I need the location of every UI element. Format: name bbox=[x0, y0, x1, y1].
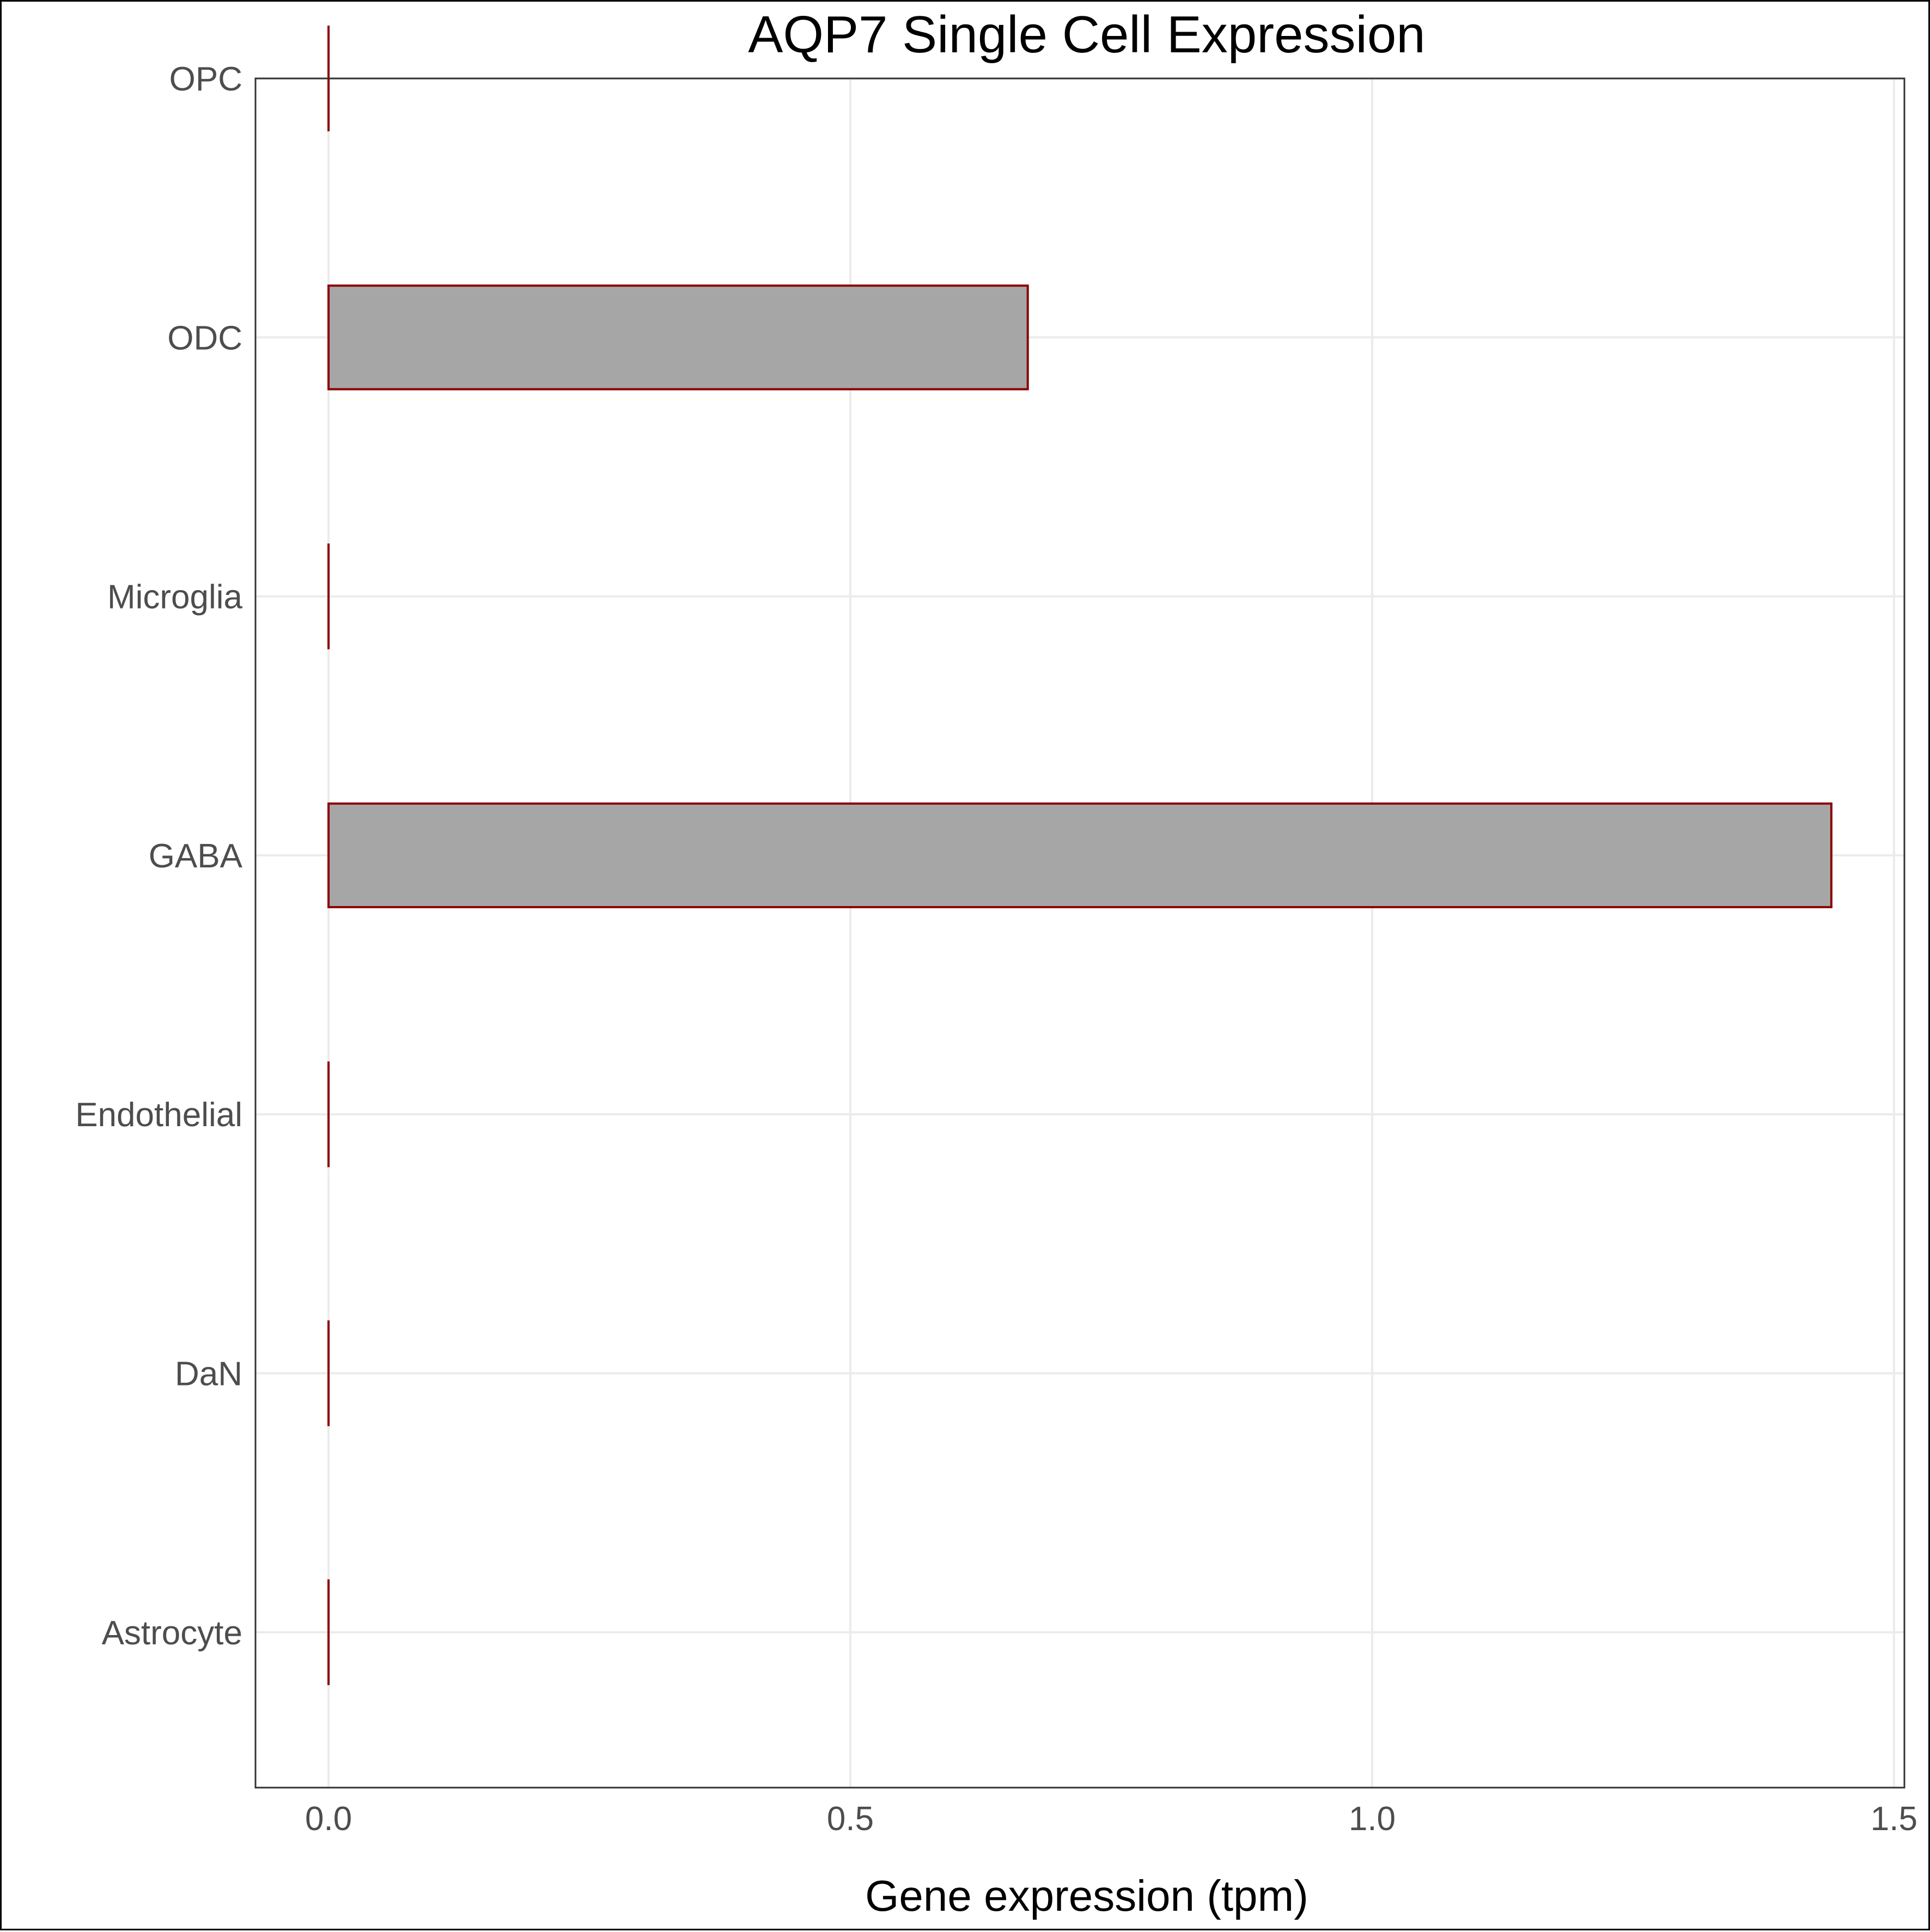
chart-title: AQP7 Single Cell Expression bbox=[748, 5, 1425, 64]
x-axis-label: Gene expression (tpm) bbox=[865, 1872, 1308, 1920]
y-tick-label: ODC bbox=[167, 319, 242, 357]
x-tick-label: 1.0 bbox=[1349, 1800, 1396, 1838]
x-tick-label: 0.5 bbox=[827, 1800, 874, 1838]
x-tick-label: 1.5 bbox=[1871, 1800, 1917, 1838]
x-tick-labels: 0.0 0.5 1.0 1.5 bbox=[305, 1800, 1917, 1838]
y-tick-labels: Astrocyte DaN Endothelial GABA Microglia ODC O… bbox=[75, 60, 242, 1652]
bars bbox=[328, 27, 1831, 1684]
bar-gaba bbox=[328, 804, 1831, 907]
bar-odc bbox=[328, 285, 1028, 389]
y-tick-label: Astrocyte bbox=[102, 1614, 242, 1652]
y-tick-label: OPC bbox=[169, 60, 242, 98]
x-tick-label: 0.0 bbox=[305, 1800, 352, 1838]
y-tick-label: Endothelial bbox=[75, 1096, 242, 1134]
y-tick-label: DaN bbox=[175, 1356, 242, 1393]
y-tick-label: GABA bbox=[149, 837, 243, 875]
y-tick-label: Microglia bbox=[107, 579, 243, 616]
